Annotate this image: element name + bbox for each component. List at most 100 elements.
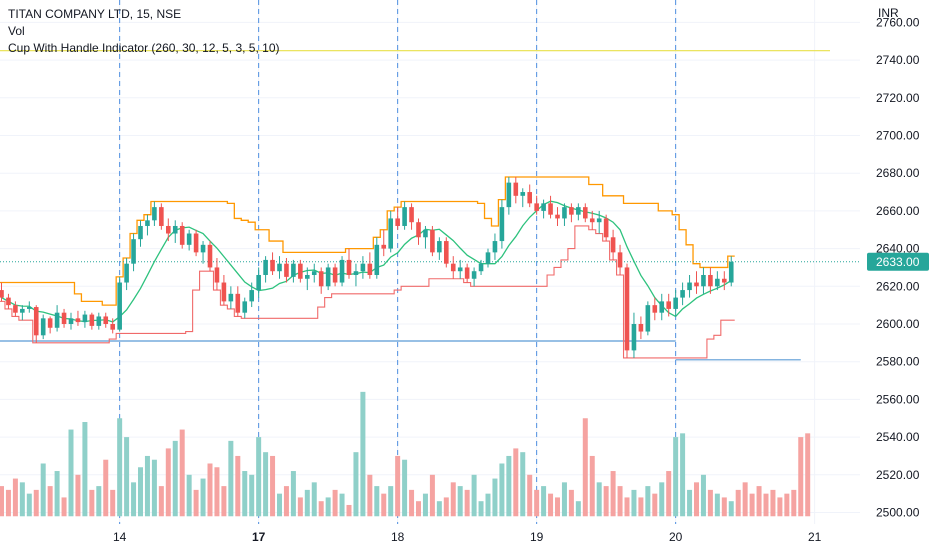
- candle-89: [617, 244, 623, 275]
- volume-bar-115: [798, 437, 804, 517]
- volume-bar-35: [242, 471, 248, 517]
- candle-body-15: [103, 316, 109, 324]
- volume-bar-95: [659, 482, 665, 517]
- candle-69: [478, 259, 484, 275]
- candle-body-47: [325, 267, 331, 287]
- volume-bar-51: [353, 452, 359, 517]
- candle-body-64: [444, 241, 449, 264]
- candle-body-99: [687, 282, 692, 291]
- volume-bar-93: [645, 486, 651, 517]
- volume-bar-55: [381, 493, 387, 517]
- x-tick-label-2: 18: [391, 530, 405, 544]
- candle-28: [193, 229, 199, 257]
- cup-high-line: [0, 176, 735, 306]
- candle-body-85: [589, 218, 595, 223]
- symbol-title[interactable]: TITAN COMPANY LTD, 15, NSE: [8, 7, 182, 21]
- candle-body-57: [395, 218, 400, 226]
- volume-bar-91: [631, 489, 637, 517]
- candle-50: [346, 248, 352, 279]
- candle-body-52: [360, 263, 366, 272]
- candle-92: [638, 316, 644, 340]
- y-tick-label-10: 2700.00: [876, 129, 920, 143]
- volume-bar-85: [589, 455, 595, 517]
- volume-bar-32: [221, 486, 227, 517]
- candle-60: [416, 218, 421, 245]
- last-price-label: 2633.00: [876, 255, 920, 269]
- volume-bar-69: [478, 501, 484, 517]
- volume-bar-15: [103, 459, 109, 517]
- volume-bar-47: [325, 497, 331, 517]
- volume-bar-68: [471, 474, 477, 517]
- candle-52: [360, 256, 366, 279]
- volume-bar-89: [617, 486, 623, 517]
- candle-77: [534, 195, 539, 215]
- candle-34: [235, 286, 241, 317]
- volume-legend[interactable]: Vol: [8, 24, 25, 38]
- candle-72: [499, 199, 505, 249]
- candle-47: [325, 263, 331, 291]
- volume-bar-111: [770, 489, 776, 517]
- volume-bar-58: [402, 459, 408, 517]
- candle-body-82: [569, 207, 574, 215]
- candle-body-31: [214, 267, 220, 283]
- candle-body-86: [596, 218, 602, 223]
- volume-bar-60: [416, 501, 421, 517]
- candle-body-58: [402, 207, 407, 226]
- candle-70: [485, 248, 491, 268]
- candle-20: [138, 220, 143, 247]
- candle-body-27: [186, 233, 192, 245]
- candle-2: [13, 301, 18, 317]
- candle-body-80: [555, 214, 560, 219]
- y-tick-label-3: 2560.00: [876, 392, 920, 406]
- volume-bar-2: [12, 478, 18, 517]
- y-tick-label-12: 2740.00: [876, 53, 920, 67]
- currency-label: INR: [878, 6, 899, 20]
- volume-bar-76: [527, 474, 533, 517]
- volume-bar-33: [228, 440, 234, 517]
- candle-66: [457, 259, 463, 279]
- candle-body-69: [478, 263, 484, 272]
- candle-17: [117, 276, 122, 332]
- candle-79: [548, 195, 553, 219]
- volume-bar-44: [304, 489, 310, 517]
- candle-body-55: [381, 244, 387, 249]
- candle-body-38: [263, 259, 268, 275]
- volume-bar-61: [422, 493, 428, 517]
- candle-42: [291, 259, 296, 283]
- volume-bar-26: [179, 429, 185, 517]
- candle-body-23: [159, 207, 164, 226]
- volume-bar-75: [520, 452, 526, 517]
- candle-body-9: [61, 312, 67, 324]
- candle-56: [388, 210, 393, 253]
- volume-bar-23: [158, 486, 164, 517]
- volume-bar-54: [374, 486, 380, 517]
- candle-body-105: [728, 261, 734, 283]
- candle-body-37: [256, 274, 261, 291]
- y-tick-label-8: 2660.00: [876, 204, 920, 218]
- volume-bar-21: [144, 455, 150, 517]
- volume-bar-49: [339, 493, 345, 517]
- candle-102: [708, 267, 713, 294]
- candle-44: [305, 267, 310, 291]
- y-tick-label-11: 2720.00: [876, 91, 920, 105]
- candle-61: [423, 225, 428, 249]
- candle-16: [110, 318, 115, 334]
- candle-49: [339, 256, 345, 287]
- candle-body-35: [242, 301, 248, 313]
- volume-bar-110: [763, 493, 769, 517]
- candle-body-78: [541, 203, 546, 211]
- volume-bar-12: [82, 422, 88, 517]
- candle-30: [207, 241, 213, 272]
- candle-65: [450, 256, 456, 279]
- candle-body-26: [179, 225, 185, 245]
- indicator-legend[interactable]: Cup With Handle Indicator (260, 30, 12, …: [8, 41, 280, 55]
- y-tick-label-4: 2580.00: [876, 355, 920, 369]
- candle-96: [666, 293, 671, 317]
- volume-bar-113: [784, 493, 790, 517]
- candle-36: [249, 282, 254, 308]
- candle-body-21: [145, 220, 150, 226]
- candle-body-93: [645, 305, 651, 332]
- time-axis: 14 17 18 19 20 21: [113, 530, 822, 544]
- candle-10: [68, 312, 74, 330]
